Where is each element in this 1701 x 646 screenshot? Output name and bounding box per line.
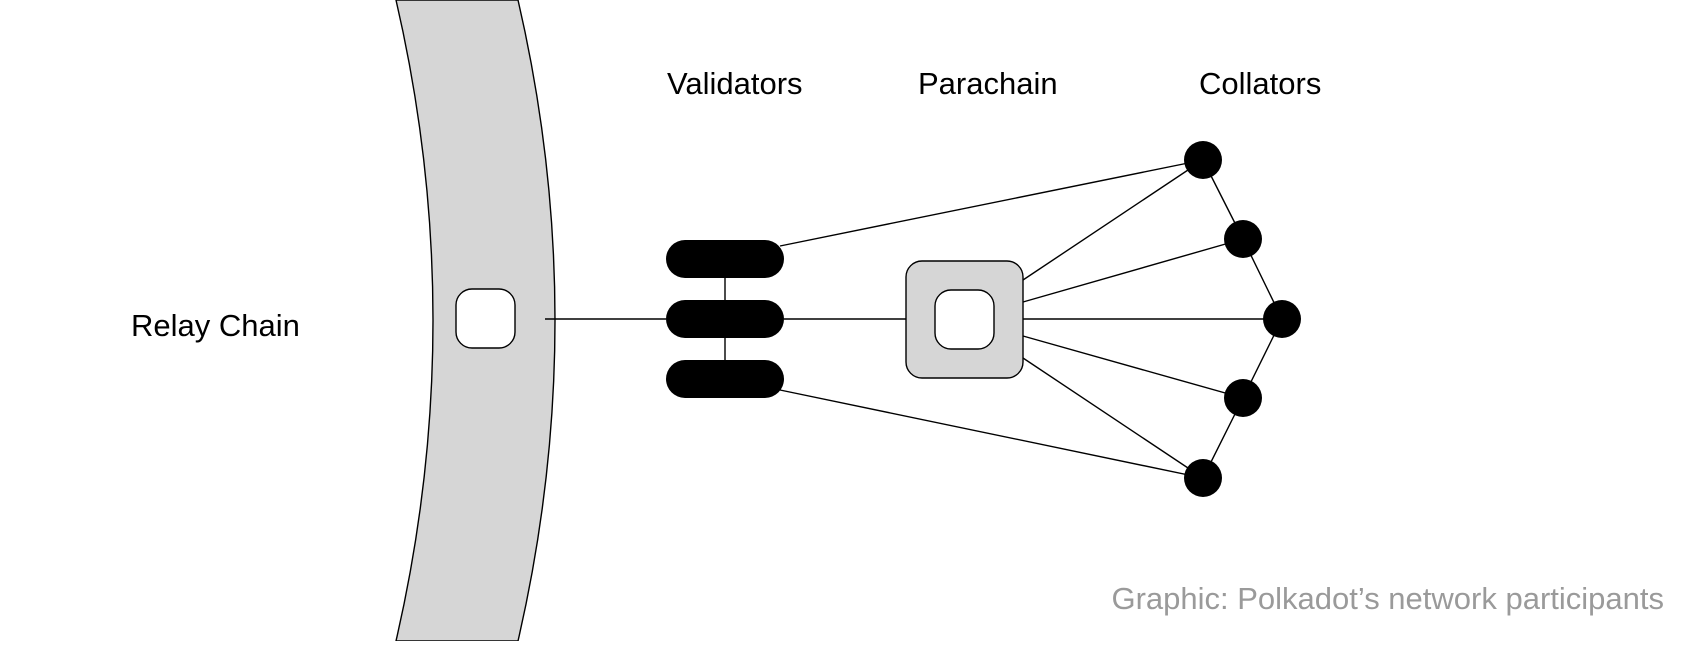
relay-chain-label: Relay Chain [131, 308, 300, 343]
collator-node-icon [1224, 379, 1262, 417]
validator-top-to-collator-line [779, 159, 1204, 247]
connection-lines [545, 159, 1283, 479]
collator-node-icon [1184, 459, 1222, 497]
parachain-to-collator-1-line [1022, 159, 1204, 281]
parachain-to-collator-5-line [1022, 357, 1204, 479]
parachain-to-collator-4-line [1022, 335, 1244, 399]
validator-pill-icon [666, 240, 784, 278]
collator-node-icon [1224, 220, 1262, 258]
validator-pill-icon [666, 360, 784, 398]
parachain-to-collator-2-line [1022, 238, 1244, 303]
graphic-caption: Graphic: Polkadot’s network participants [1111, 581, 1664, 616]
collators-label: Collators [1199, 66, 1322, 101]
validator-pill-icon [666, 300, 784, 338]
validator-bottom-to-collator-line [779, 389, 1204, 479]
parachain-label: Parachain [918, 66, 1058, 101]
validators-label: Validators [667, 66, 803, 101]
collator-node-icon [1184, 141, 1222, 179]
parachain-node [905, 260, 1024, 379]
parachain-slot-icon [934, 289, 995, 350]
relay-slot-icon [455, 288, 516, 349]
validators-group [666, 240, 784, 398]
collators-group [1184, 141, 1301, 497]
collator-node-icon [1263, 300, 1301, 338]
